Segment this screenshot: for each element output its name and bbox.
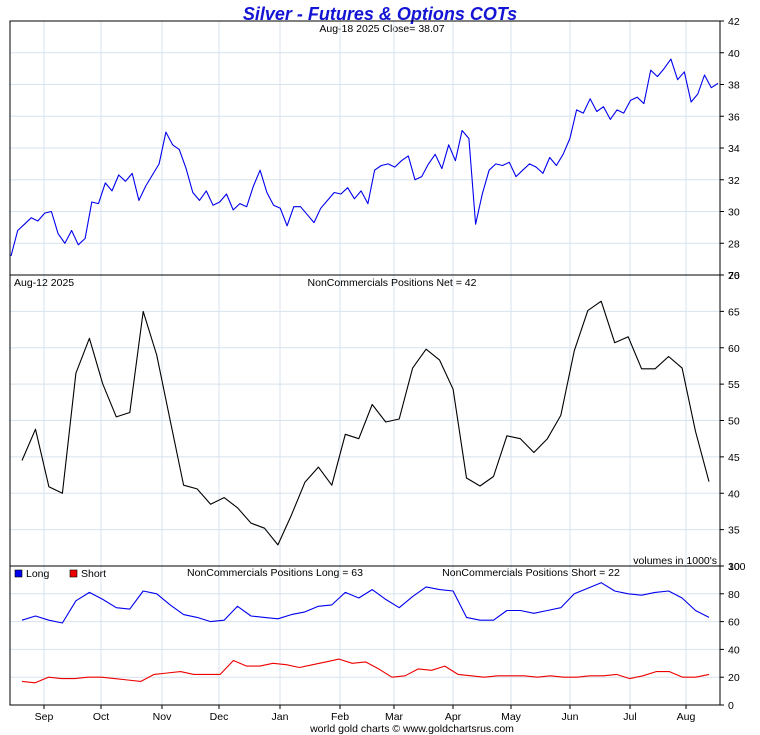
y-tick-label: 30	[728, 561, 740, 573]
volumes-note: volumes in 1000's	[633, 555, 717, 567]
y-tick-label: 45	[728, 452, 740, 464]
short-panel-title: NonCommercials Positions Short = 22	[442, 567, 620, 579]
y-tick-label: 65	[728, 306, 740, 318]
y-tick-label: 28	[728, 238, 740, 250]
y-tick-label: 26	[728, 270, 740, 282]
price-subtitle: Aug-18 2025 Close= 38.07	[319, 23, 444, 35]
net-positions-line	[21, 300, 710, 546]
y-tick-label: 35	[728, 525, 740, 537]
y-tick-label: 0	[728, 700, 734, 712]
long-positions-line	[21, 582, 710, 624]
y-tick-label: 38	[728, 80, 740, 92]
month-label: Mar	[385, 711, 404, 723]
y-tick-label: 30	[728, 207, 740, 219]
y-tick-label: 42	[728, 16, 740, 28]
month-label: Jun	[562, 711, 579, 723]
legend-short-swatch	[69, 569, 78, 578]
y-tick-label: 40	[728, 48, 740, 60]
y-tick-label: 20	[728, 672, 740, 684]
month-label: Nov	[153, 711, 172, 723]
net-date-label: Aug-12 2025	[14, 277, 74, 289]
month-label: Sep	[35, 711, 54, 723]
month-label: Dec	[210, 711, 229, 723]
month-label: Feb	[331, 711, 349, 723]
y-tick-label: 40	[728, 644, 740, 656]
short-positions-line	[21, 658, 710, 684]
y-tick-label: 80	[728, 589, 740, 601]
net-panel-title: NonCommercials Positions Net = 42	[308, 277, 477, 289]
legend-long-swatch	[14, 569, 23, 578]
y-tick-label: 40	[728, 488, 740, 500]
month-label: Oct	[93, 711, 109, 723]
y-tick-label: 60	[728, 617, 740, 629]
y-tick-label: 100	[728, 561, 746, 573]
long-short-panel-frame	[9, 565, 721, 706]
y-tick-label: 50	[728, 416, 740, 428]
y-tick-label: 36	[728, 111, 740, 123]
price-series-line	[10, 58, 719, 257]
chart-title: Silver - Futures & Options COTs	[243, 4, 517, 24]
month-label: May	[501, 711, 522, 723]
y-tick-label: 34	[728, 143, 740, 155]
y-tick-label: 70	[728, 270, 740, 282]
month-label: Jan	[272, 711, 289, 723]
legend-short-label: Short	[81, 568, 106, 580]
legend-long-label: Long	[26, 568, 50, 580]
month-label: Aug	[677, 711, 696, 723]
y-tick-label: 55	[728, 379, 740, 391]
footer-credit: world gold charts © www.goldchartsrus.co…	[309, 723, 514, 735]
long-panel-title: NonCommercials Positions Long = 63	[187, 567, 363, 579]
month-label: Jul	[623, 711, 636, 723]
y-tick-label: 32	[728, 175, 740, 187]
y-tick-label: 60	[728, 343, 740, 355]
month-label: Apr	[445, 711, 462, 723]
